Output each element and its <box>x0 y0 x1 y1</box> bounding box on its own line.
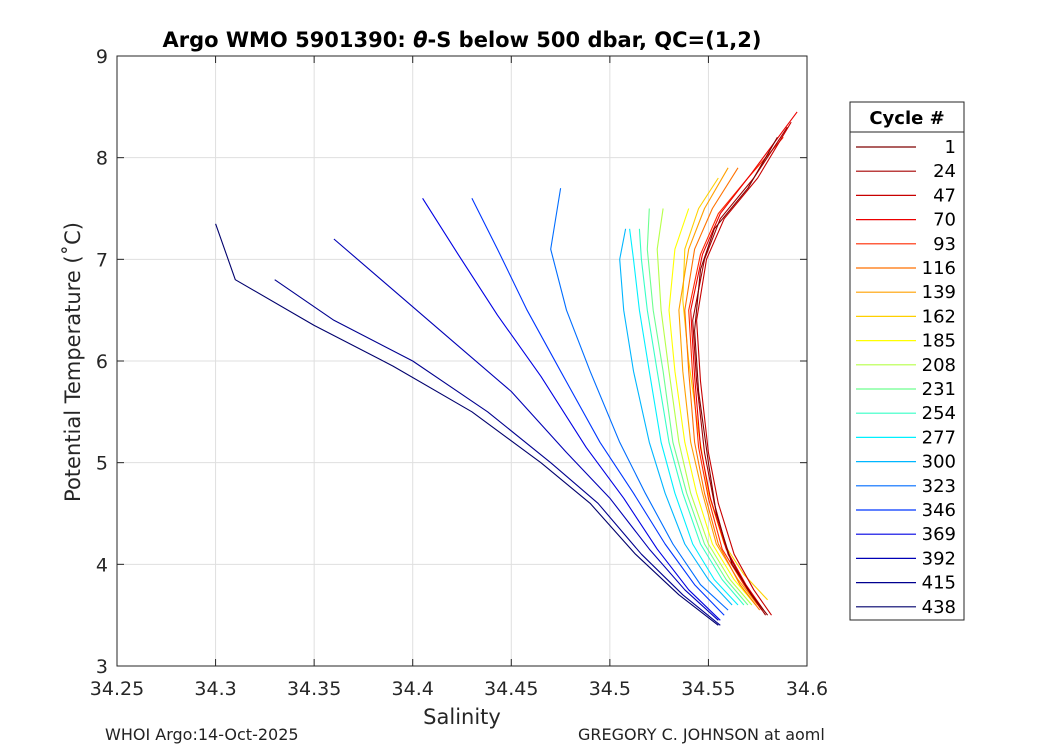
legend-label: 1 <box>945 137 956 158</box>
x-tick-label: 34.6 <box>786 678 828 700</box>
series-line-cycle-438 <box>215 223 719 626</box>
series-line-cycle-185 <box>668 208 757 606</box>
x-tick-label: 34.3 <box>194 678 236 700</box>
series-line-cycle-254 <box>638 228 745 606</box>
legend-label: 392 <box>922 548 956 569</box>
legend: Cycle # 1 24 47 70 93 116 139 162 185 208 231 254 27… <box>849 101 965 621</box>
series-line-cycle-47 <box>696 121 792 616</box>
series-line-cycle-1 <box>694 137 778 616</box>
legend-label: 277 <box>922 427 956 448</box>
y-tick-label: 5 <box>96 453 108 475</box>
legend-label: 369 <box>922 524 956 545</box>
legend-label: 116 <box>922 258 956 279</box>
y-tick-label: 3 <box>96 656 108 678</box>
x-axis-label: Salinity <box>423 705 501 729</box>
series-line-cycle-300 <box>619 228 733 606</box>
legend-label: 346 <box>922 500 956 521</box>
series-line-cycle-24 <box>692 126 788 616</box>
series-line-cycle-139 <box>678 167 759 606</box>
legend-label: 208 <box>922 355 956 376</box>
legend-label: 415 <box>922 573 956 594</box>
legend-title: Cycle # <box>869 108 944 129</box>
footer-left-note: WHOI Argo:14-Oct-2025 <box>105 725 299 744</box>
legend-label: 323 <box>922 476 956 497</box>
y-tick-label: 9 <box>96 46 108 68</box>
y-tick-label: 7 <box>96 249 108 271</box>
legend-label: 47 <box>933 185 956 206</box>
plot-area: 34.25 34.3 34.35 34.4 34.45 34.5 34.55 34.6 3 4 5 6… <box>90 46 828 700</box>
legend-label: 300 <box>922 452 956 473</box>
legend-label: 231 <box>922 379 956 400</box>
x-tick-label: 34.45 <box>484 678 538 700</box>
y-tick-label: 6 <box>96 351 108 373</box>
legend-label: 139 <box>922 282 956 303</box>
series-line-cycle-208 <box>656 208 753 606</box>
legend-entries: 1 24 47 70 93 116 139 162 185 208 231 254 277 300 323 3… <box>856 137 956 618</box>
legend-label: 438 <box>922 597 956 618</box>
series-line-cycle-346 <box>471 198 725 616</box>
legend-label: 70 <box>933 210 956 231</box>
legend-label: 24 <box>933 161 956 182</box>
series-line-cycle-277 <box>629 228 739 606</box>
title-suffix: -S below 500 dbar, QC=(1,2) <box>428 28 762 52</box>
legend-label: 93 <box>933 234 956 255</box>
title-prefix: Argo WMO 5901390: <box>162 28 413 52</box>
x-tick-label: 34.4 <box>392 678 434 700</box>
legend-label: 162 <box>922 306 956 327</box>
series-line-cycle-231 <box>646 208 749 606</box>
x-tick-label: 34.5 <box>589 678 631 700</box>
series-layer <box>215 111 798 626</box>
title-theta: θ <box>413 28 427 52</box>
x-tick-label: 34.55 <box>681 678 735 700</box>
chart-title: Argo WMO 5901390: θ-S below 500 dbar, QC… <box>162 28 761 52</box>
legend-label: 185 <box>922 331 956 352</box>
series-line-cycle-323 <box>550 188 729 611</box>
x-tick-label: 34.25 <box>90 678 144 700</box>
y-tick-label: 8 <box>96 148 108 170</box>
series-line-cycle-70 <box>690 111 798 611</box>
x-tick-label: 34.35 <box>287 678 341 700</box>
y-tick-label: 4 <box>96 554 108 576</box>
footer-right-note: GREGORY C. JOHNSON at aoml <box>578 725 825 744</box>
series-line-cycle-93 <box>688 136 784 611</box>
ticks: 34.25 34.3 34.35 34.4 34.45 34.5 34.55 34.6 3 4 5 6… <box>90 46 828 700</box>
series-line-cycle-415 <box>274 279 721 626</box>
series-line-cycle-116 <box>684 167 761 611</box>
series-line-cycle-369 <box>422 198 721 621</box>
series-line-cycle-392 <box>333 238 719 621</box>
y-axis-label: Potential Temperature (˚C) <box>61 222 85 502</box>
legend-label: 254 <box>922 403 956 424</box>
series-line-cycle-162 <box>682 177 769 601</box>
